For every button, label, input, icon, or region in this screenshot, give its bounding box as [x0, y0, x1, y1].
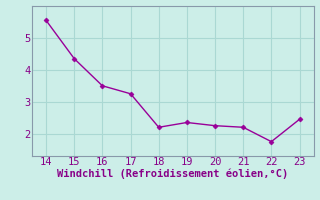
X-axis label: Windchill (Refroidissement éolien,°C): Windchill (Refroidissement éolien,°C): [57, 169, 288, 179]
